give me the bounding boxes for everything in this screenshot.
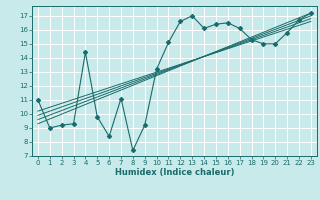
Point	[308, 11, 313, 15]
Point	[190, 14, 195, 17]
Point	[71, 122, 76, 125]
Point	[154, 67, 159, 71]
Point	[166, 41, 171, 44]
Point	[107, 135, 112, 138]
Point	[83, 51, 88, 54]
Point	[47, 126, 52, 130]
Point	[273, 42, 278, 45]
Point	[130, 149, 135, 152]
Point	[213, 23, 219, 26]
Point	[142, 124, 147, 127]
Point	[249, 38, 254, 41]
Point	[225, 21, 230, 24]
Point	[284, 31, 290, 34]
Point	[237, 27, 242, 30]
Point	[261, 42, 266, 45]
Point	[36, 98, 41, 102]
Point	[95, 115, 100, 118]
Point	[118, 97, 124, 100]
Point	[59, 124, 64, 127]
X-axis label: Humidex (Indice chaleur): Humidex (Indice chaleur)	[115, 168, 234, 177]
Point	[296, 18, 301, 22]
Point	[178, 20, 183, 23]
Point	[202, 27, 207, 30]
